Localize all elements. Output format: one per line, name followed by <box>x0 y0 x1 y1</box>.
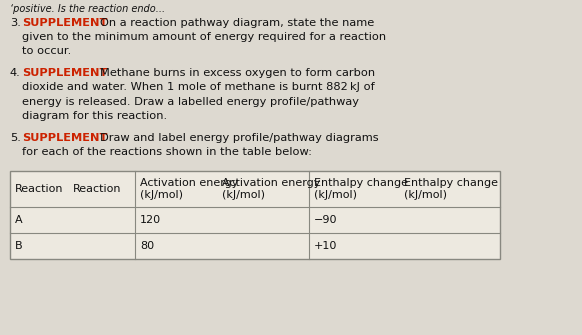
Text: SUPPLEMENT: SUPPLEMENT <box>22 18 107 28</box>
Text: 4.: 4. <box>10 68 21 78</box>
Text: Reaction: Reaction <box>73 184 121 194</box>
Text: to occur.: to occur. <box>22 46 71 56</box>
Text: Methane burns in excess oxygen to form carbon: Methane burns in excess oxygen to form c… <box>100 68 375 78</box>
Text: 80: 80 <box>140 241 154 251</box>
Text: for each of the reactions shown in the table below:: for each of the reactions shown in the t… <box>22 147 312 157</box>
Text: 3.: 3. <box>10 18 21 28</box>
Text: diagram for this reaction.: diagram for this reaction. <box>22 111 167 121</box>
Text: Activation energy
(kJ/mol): Activation energy (kJ/mol) <box>140 178 238 200</box>
Text: SUPPLEMENT: SUPPLEMENT <box>22 133 107 143</box>
Text: −90: −90 <box>314 215 338 225</box>
Text: On a reaction pathway diagram, state the name: On a reaction pathway diagram, state the… <box>100 18 374 28</box>
Text: Reaction: Reaction <box>15 184 63 194</box>
Text: B: B <box>15 241 23 251</box>
Text: given to the minimum amount of energy required for a reaction: given to the minimum amount of energy re… <box>22 32 386 42</box>
Text: A: A <box>15 215 23 225</box>
Text: Enthalpy change
(kJ/mol): Enthalpy change (kJ/mol) <box>314 178 408 200</box>
Text: SUPPLEMENT: SUPPLEMENT <box>22 68 107 78</box>
Text: Activation energy
(kJ/mol): Activation energy (kJ/mol) <box>222 178 320 200</box>
Bar <box>10 171 500 259</box>
Text: dioxide and water. When 1 mole of methane is burnt 882 kJ of: dioxide and water. When 1 mole of methan… <box>22 82 375 92</box>
Text: Draw and label energy profile/pathway diagrams: Draw and label energy profile/pathway di… <box>100 133 379 143</box>
Text: ‘positive. Is the reaction endo...: ‘positive. Is the reaction endo... <box>10 4 165 14</box>
Text: 120: 120 <box>140 215 161 225</box>
Text: energy is released. Draw a labelled energy profile/pathway: energy is released. Draw a labelled ener… <box>22 96 359 107</box>
Text: Enthalpy change
(kJ/mol): Enthalpy change (kJ/mol) <box>404 178 498 200</box>
Text: 5.: 5. <box>10 133 21 143</box>
Text: +10: +10 <box>314 241 338 251</box>
Bar <box>10 171 500 259</box>
